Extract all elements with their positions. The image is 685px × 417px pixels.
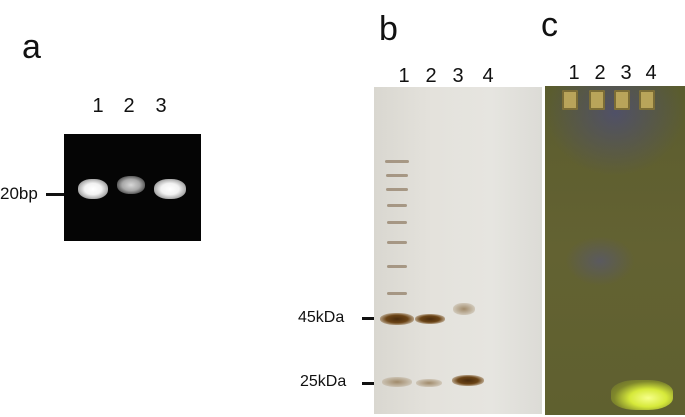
well-lane-2 [589,90,605,110]
ladder-band [385,160,409,163]
panel-b-marker-45kda-tick [362,317,380,320]
panel-c-lane-2-label: 2 [594,62,606,84]
panel-b-marker-45kda: 45kDa [298,309,345,326]
panel-a-lane-1-label: 1 [92,95,104,117]
dna-band-lane-3 [154,179,186,199]
panel-a-lane-3-label: 3 [155,95,167,117]
panel-c-lane-3-label: 3 [620,62,632,84]
panel-b-lane-2-label: 2 [425,65,437,87]
fluorescent-band-lane-3-4 [611,380,673,410]
panel-c-lane-1-label: 1 [568,62,580,84]
panel-b-marker-25kda: 25kDa [300,373,347,390]
dna-band-lane-1 [78,179,108,199]
panel-a-marker-tick [46,193,64,196]
protein-band-lane-1-45kda [380,313,414,325]
ladder-band [387,241,407,244]
well-lane-4 [639,90,655,110]
panel-b-lane-4-label: 4 [482,65,494,87]
well-lane-3 [614,90,630,110]
blue-haze [565,236,635,286]
protein-band-lane-3-25kda [452,375,484,386]
ladder-band [386,174,408,177]
panel-b-letter: b [379,10,398,48]
panel-c-lane-4-label: 4 [645,62,657,84]
dna-band-lane-2 [117,176,145,194]
protein-band-lane-1-25kda [382,377,412,387]
panel-c-letter: c [541,6,558,44]
well-lane-1 [562,90,578,110]
fluorescence-gel-image [545,86,685,415]
panel-b-marker-25kda-tick [362,382,380,385]
ladder-band [387,292,407,295]
protein-band-lane-3-upper [453,303,475,315]
dna-gel-image [64,134,201,241]
panel-a-lane-2-label: 2 [123,95,135,117]
panel-a-letter: a [22,28,41,66]
protein-band-lane-2-45kda [415,314,445,324]
ladder-band [387,204,407,207]
protein-gel-image [374,87,542,414]
panel-b-lane-3-label: 3 [452,65,464,87]
panel-b-lane-1-label: 1 [398,65,410,87]
ladder-band [387,265,407,268]
ladder-band [386,188,408,191]
ladder-band [387,221,407,224]
protein-band-lane-2-25kda [416,379,442,387]
panel-a-marker-20bp: 20bp [0,184,38,203]
